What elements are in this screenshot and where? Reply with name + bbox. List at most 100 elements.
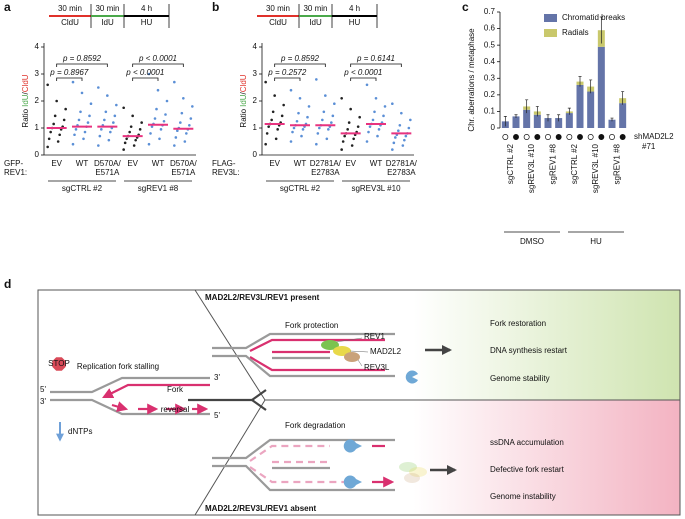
reversal-label: reversal <box>161 405 190 414</box>
x-tick-label: D570A/ <box>170 159 197 168</box>
data-point <box>73 133 76 137</box>
outcome: Defective fork restart <box>490 465 565 474</box>
y-axis-label: RatioIdU/CldU <box>239 74 248 127</box>
bar-segment <box>512 116 520 128</box>
data-point <box>276 128 279 131</box>
error-bar <box>525 99 529 114</box>
data-point <box>82 137 85 141</box>
y-tick-label: 3 <box>253 69 258 78</box>
y-label-part: Ratio <box>239 108 248 127</box>
data-point <box>292 126 296 130</box>
sh-marker <box>534 134 541 140</box>
data-point <box>162 119 166 123</box>
y-tick-label: 0 <box>35 150 40 159</box>
sh-marker <box>577 134 583 140</box>
y-tick-label: 0.3 <box>484 73 496 82</box>
data-point <box>377 128 381 131</box>
bar-segment <box>523 109 531 128</box>
bar-segment <box>544 118 552 128</box>
data-point <box>300 134 303 138</box>
data-point <box>64 107 67 111</box>
y-tick-label: 2 <box>35 96 40 105</box>
p-value: p < 0.0001 <box>343 68 382 77</box>
data-point <box>176 129 179 132</box>
y-tick-label: 4 <box>35 42 40 51</box>
data-point <box>86 121 90 124</box>
data-point <box>77 118 81 122</box>
y-tick-label: 0.4 <box>484 57 496 66</box>
data-point <box>392 141 396 145</box>
strand-end: 5' <box>214 411 220 420</box>
x-tick-label: D2781A/ <box>310 159 342 168</box>
data-point <box>374 97 378 100</box>
data-point <box>62 118 66 122</box>
y-label-part: CldU <box>21 74 30 92</box>
data-point <box>71 142 75 146</box>
data-point <box>180 111 184 115</box>
data-point <box>165 99 169 103</box>
x-tick-label: EV <box>51 159 62 168</box>
significance-bracket <box>274 77 301 81</box>
data-point <box>306 115 309 119</box>
data-point <box>189 117 193 120</box>
x-tick-label: sgREV1 #8 <box>548 143 557 184</box>
p-value: p = 0.8592 <box>62 54 102 63</box>
data-point <box>159 128 163 131</box>
bar-segment <box>565 113 573 128</box>
outcome: ssDNA accumulation <box>490 438 564 447</box>
protein-label: MAD2L2 <box>370 347 402 356</box>
sh-marker <box>619 134 626 140</box>
legend-swatch <box>544 29 557 37</box>
x-tick-label: WT <box>152 159 165 168</box>
data-point <box>109 130 112 134</box>
data-point <box>352 137 355 141</box>
data-point <box>107 138 111 142</box>
group-label: sgREV3L #10 <box>351 184 401 193</box>
data-point <box>132 144 136 147</box>
marker-label: shMAD2L2 <box>634 132 674 141</box>
data-point <box>150 125 154 128</box>
p-value: p = 0.6141 <box>356 54 395 63</box>
data-point <box>401 144 405 147</box>
data-point <box>404 134 408 138</box>
data-point <box>83 130 87 134</box>
data-point <box>191 105 194 108</box>
data-point <box>138 128 142 131</box>
data-point <box>321 118 324 122</box>
x-tick-label: WT <box>294 159 307 168</box>
dntps-label: dNTPs <box>68 427 92 436</box>
bar-segment <box>576 84 584 128</box>
group-label: sgREV1 #8 <box>138 184 179 193</box>
sh-marker <box>545 134 551 140</box>
error-bar <box>535 106 539 117</box>
data-point <box>350 144 354 147</box>
data-point <box>46 83 49 87</box>
data-point <box>291 130 294 134</box>
panel-label: a <box>4 0 11 14</box>
data-point <box>298 97 302 100</box>
data-point <box>333 102 336 105</box>
bar-segment <box>555 118 563 128</box>
outcome: Genome stability <box>490 374 550 383</box>
error-bar <box>567 107 571 115</box>
condition-title: MAD2L2/REV3L/REV1 present <box>205 293 320 302</box>
data-point <box>403 138 406 142</box>
data-point <box>88 114 91 118</box>
y-tick-label: 0.6 <box>484 24 496 33</box>
x-tick-label: sgREV3L #10 <box>591 143 600 193</box>
data-point <box>129 125 133 128</box>
significance-bracket <box>132 63 184 67</box>
significance-bracket <box>56 63 108 67</box>
data-point <box>367 130 370 134</box>
bar-segment <box>608 119 616 128</box>
y-axis-label: RatioIdU/CldU <box>21 74 30 127</box>
outcome: DNA synthesis restart <box>490 346 568 355</box>
y-label-part: Ratio <box>21 108 30 127</box>
group-label: sgCTRL #2 <box>280 184 321 193</box>
data-point <box>158 137 161 141</box>
data-point <box>265 132 269 135</box>
schedule-label: HU <box>141 18 153 27</box>
data-point <box>147 72 151 76</box>
condition-title: MAD2L2/REV3L/REV1 absent <box>205 504 316 513</box>
